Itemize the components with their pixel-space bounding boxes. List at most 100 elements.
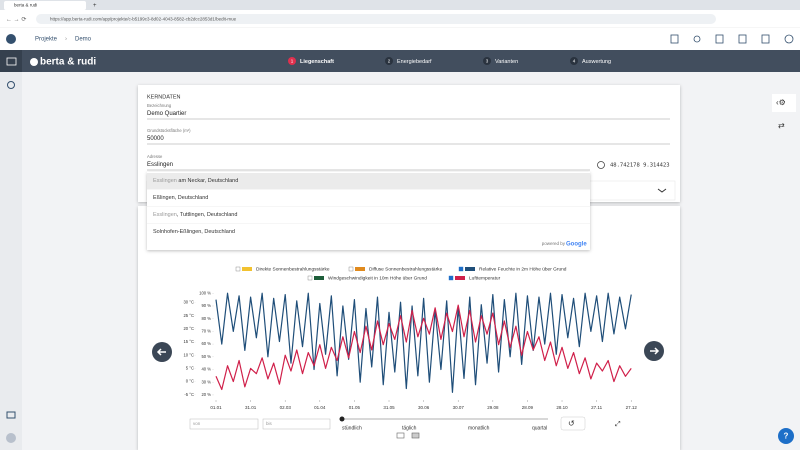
- step-circle[interactable]: [288, 57, 296, 65]
- legend-label[interactable]: Relative Feuchte in 2m Höhe über Grund: [479, 266, 567, 272]
- sidebar: [0, 72, 22, 450]
- settings-icon[interactable]: [7, 81, 15, 89]
- suggestion-text: Eßlingen, Deutschland: [153, 195, 208, 201]
- y2-tick-label: 40 %: [201, 367, 211, 372]
- x-tick-label: 01.04: [314, 405, 326, 410]
- legend-swatch: [314, 276, 324, 280]
- from-input[interactable]: [189, 418, 259, 430]
- brand-logo: [30, 58, 38, 66]
- y-tick-label: 25 °C: [183, 313, 194, 318]
- coordinates: 48.742178 9.314423: [610, 163, 670, 169]
- x-tick-label: 30.07: [453, 405, 465, 410]
- x-tick-label: 27.12: [626, 405, 638, 410]
- expand-icon[interactable]: ⤢: [615, 421, 621, 428]
- step-number: 4: [573, 59, 576, 64]
- x-tick-label: 31.05: [383, 405, 395, 410]
- help-button[interactable]: [778, 428, 794, 444]
- suggestion[interactable]: Solnhofen-Eßlingen, Deutschland: [153, 229, 235, 235]
- table-icon[interactable]: [396, 432, 405, 439]
- field-label: Grundstücksfläche (m²): [147, 128, 191, 133]
- tab-strip: [0, 0, 800, 10]
- reset-button[interactable]: [560, 416, 586, 431]
- legend-checkbox[interactable]: [307, 275, 313, 281]
- legend-label[interactable]: Windgeschwindigkeit in 10m Höhe über Gru…: [328, 275, 427, 281]
- legend-checkbox[interactable]: [348, 266, 354, 272]
- y-tick-label: 5 °C: [186, 365, 194, 370]
- step-circle[interactable]: [385, 57, 393, 65]
- step-label[interactable]: Varianten: [495, 59, 518, 65]
- chevron[interactable]: [657, 188, 667, 193]
- side-tool[interactable]: [772, 94, 796, 112]
- slider-knob[interactable]: [339, 416, 345, 422]
- resolution-label[interactable]: täglich: [402, 425, 417, 431]
- step-label[interactable]: Energiebedarf: [397, 59, 432, 65]
- to-input[interactable]: [262, 418, 331, 430]
- y-tick-label: 20 °C: [183, 326, 194, 331]
- x-tick-label: 28.09: [522, 405, 534, 410]
- resolution-label[interactable]: stündlich: [342, 425, 362, 431]
- app-header: [0, 28, 800, 50]
- legend-label[interactable]: Diffuse Sonnenbestrahlungsstärke: [369, 266, 443, 272]
- avatar[interactable]: [6, 433, 16, 443]
- chart-icon[interactable]: [411, 432, 420, 439]
- suggestion[interactable]: Esslingen am Neckar, Deutschland: [153, 178, 238, 184]
- sidebar-toggle[interactable]: [0, 50, 22, 72]
- step-number: 2: [388, 59, 391, 64]
- breadcrumb-sep: ›: [65, 37, 67, 43]
- step-number: 3: [486, 59, 489, 64]
- y2-tick-label: 90 %: [201, 303, 211, 308]
- x-tick-label: 01.05: [349, 405, 361, 410]
- x-tick-label: 27.11: [591, 405, 602, 410]
- url: https://app.berta-rudi.com/app/projekte/…: [50, 17, 237, 22]
- step-label[interactable]: Auswertung: [582, 59, 611, 65]
- legend-swatch: [242, 267, 252, 271]
- tab[interactable]: [4, 1, 86, 10]
- nav-buttons[interactable]: ← → ⟳: [6, 17, 26, 23]
- step-number: 1: [291, 59, 294, 64]
- y2-tick-label: 20 %: [201, 392, 211, 397]
- field-value: 50000: [147, 136, 164, 142]
- new-tab[interactable]: +: [93, 3, 97, 9]
- globe-icon[interactable]: [597, 161, 605, 169]
- sidebar-icon[interactable]: [6, 411, 16, 419]
- legend-checkbox[interactable]: [458, 266, 464, 272]
- y-tick-label: 0 °C: [186, 379, 194, 384]
- x-tick-label: 30.06: [418, 405, 430, 410]
- resolution-label[interactable]: monatlich: [468, 425, 490, 431]
- suggestion-text: Solnhofen-Eßlingen, Deutschland: [153, 229, 235, 235]
- address-bar[interactable]: [36, 14, 716, 24]
- series-line: [215, 292, 632, 393]
- step-circle[interactable]: [570, 57, 578, 65]
- swap-icon[interactable]: ⇄: [778, 121, 785, 130]
- y2-tick-label: 100 %: [199, 290, 211, 295]
- legend-label[interactable]: Lufttemperatur: [469, 275, 501, 281]
- step-circle[interactable]: [483, 57, 491, 65]
- y-tick-label: 15 °C: [183, 339, 194, 344]
- suggestion-text: am Neckar, Deutschland: [177, 178, 238, 184]
- legend-label[interactable]: Direkte Sonnenbestrahlungsstärke: [256, 266, 330, 272]
- y-tick-label: -5 °C: [184, 392, 194, 397]
- legend-checkbox[interactable]: [448, 275, 454, 281]
- step-label[interactable]: Liegenschaft: [300, 59, 334, 65]
- provider: Google: [566, 242, 587, 248]
- legend-checkbox[interactable]: [235, 266, 241, 272]
- suggestion[interactable]: Eßlingen, Deutschland: [153, 195, 208, 201]
- breadcrumb[interactable]: Projekte: [35, 37, 58, 43]
- side-tool-icon[interactable]: ‹⚙: [776, 98, 786, 107]
- suggestion[interactable]: Esslingen, Tuttlingen, Deutschland: [153, 212, 237, 218]
- x-tick-label: 28.10: [556, 405, 568, 410]
- legend-swatch: [455, 276, 465, 280]
- section-title: KERNDATEN: [147, 94, 181, 100]
- header-icons[interactable]: [670, 34, 794, 44]
- breadcrumb: Demo: [75, 37, 92, 43]
- app-logo[interactable]: [6, 34, 16, 44]
- x-tick-label: 02.03: [280, 405, 292, 410]
- resolution-label[interactable]: quartal: [532, 425, 547, 431]
- y2-tick-label: 60 %: [201, 341, 211, 346]
- y-tick-label: 10 °C: [183, 352, 194, 357]
- field-label: Bezeichnung: [147, 103, 172, 108]
- tab-title: berta & rudi: [14, 3, 37, 8]
- suggestion-text: , Tuttlingen, Deutschland: [177, 212, 238, 218]
